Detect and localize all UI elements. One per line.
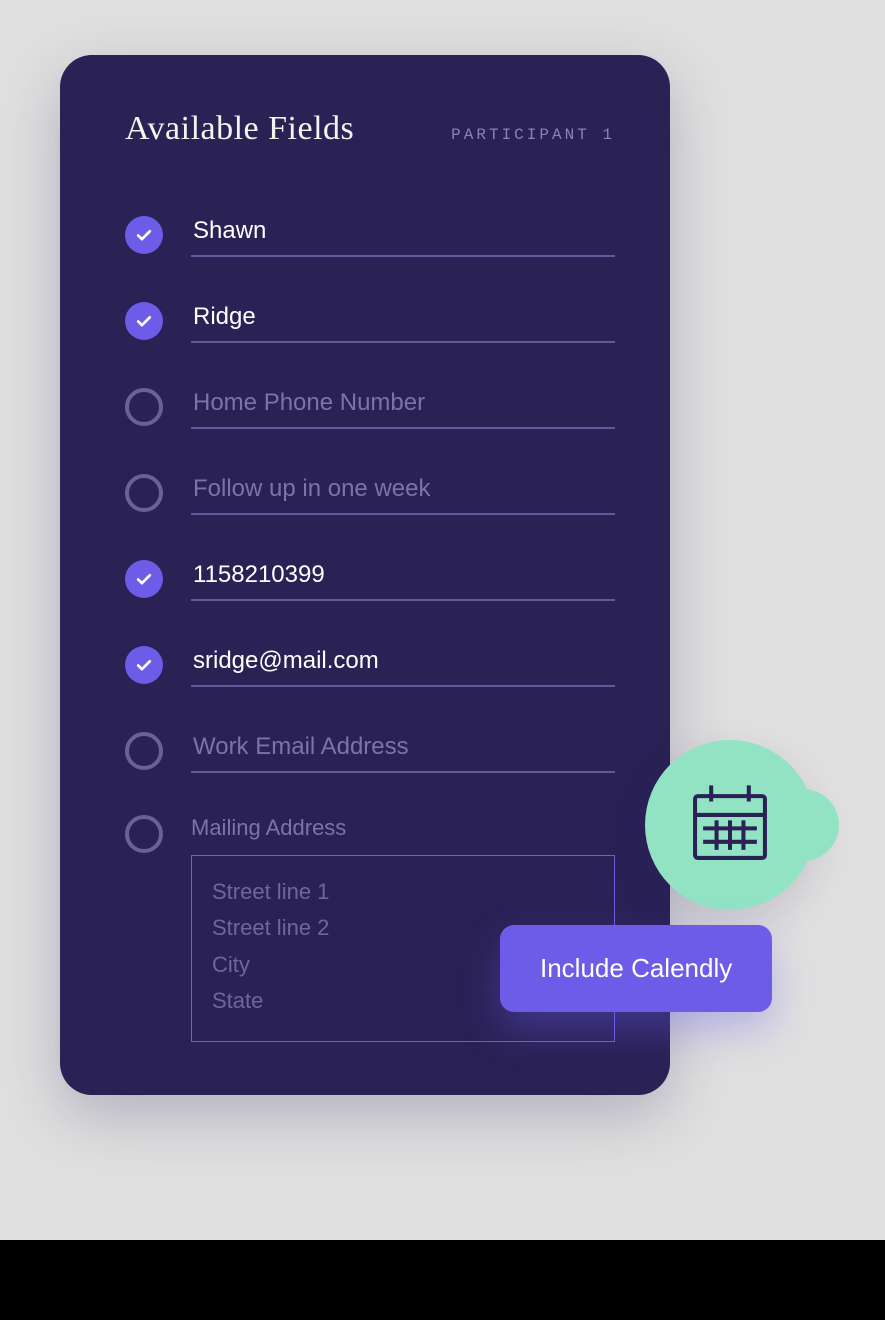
field-row-follow-up bbox=[125, 471, 615, 515]
field-checkbox-id-number[interactable] bbox=[125, 560, 163, 598]
field-input-follow-up[interactable] bbox=[191, 471, 615, 515]
bottom-bar bbox=[0, 1240, 885, 1320]
participant-label: PARTICIPANT 1 bbox=[451, 126, 615, 144]
card-title: Available Fields bbox=[125, 110, 354, 148]
field-checkbox-home-phone[interactable] bbox=[125, 388, 163, 426]
mailing-address-label: Mailing Address bbox=[191, 815, 615, 841]
field-row-email bbox=[125, 643, 615, 687]
field-checkbox-mailing-address[interactable] bbox=[125, 815, 163, 853]
fields-list bbox=[125, 213, 615, 773]
field-checkbox-work-email[interactable] bbox=[125, 732, 163, 770]
field-row-id-number bbox=[125, 557, 615, 601]
fab-nub bbox=[785, 789, 839, 861]
field-input-home-phone[interactable] bbox=[191, 385, 615, 429]
field-input-first-name[interactable] bbox=[191, 213, 615, 257]
field-checkbox-email[interactable] bbox=[125, 646, 163, 684]
mailing-address-line: Street line 1 bbox=[212, 874, 594, 910]
include-calendly-button[interactable]: Include Calendly bbox=[500, 925, 772, 1012]
field-checkbox-follow-up[interactable] bbox=[125, 474, 163, 512]
field-input-id-number[interactable] bbox=[191, 557, 615, 601]
field-row-home-phone bbox=[125, 385, 615, 429]
field-checkbox-last-name[interactable] bbox=[125, 302, 163, 340]
field-input-work-email[interactable] bbox=[191, 729, 615, 773]
card-header: Available Fields PARTICIPANT 1 bbox=[125, 110, 615, 148]
field-input-last-name[interactable] bbox=[191, 299, 615, 343]
calendar-fab[interactable] bbox=[645, 740, 815, 910]
field-checkbox-first-name[interactable] bbox=[125, 216, 163, 254]
field-row-last-name bbox=[125, 299, 615, 343]
calendar-icon bbox=[687, 780, 773, 871]
field-row-work-email bbox=[125, 729, 615, 773]
field-row-first-name bbox=[125, 213, 615, 257]
field-input-email[interactable] bbox=[191, 643, 615, 687]
